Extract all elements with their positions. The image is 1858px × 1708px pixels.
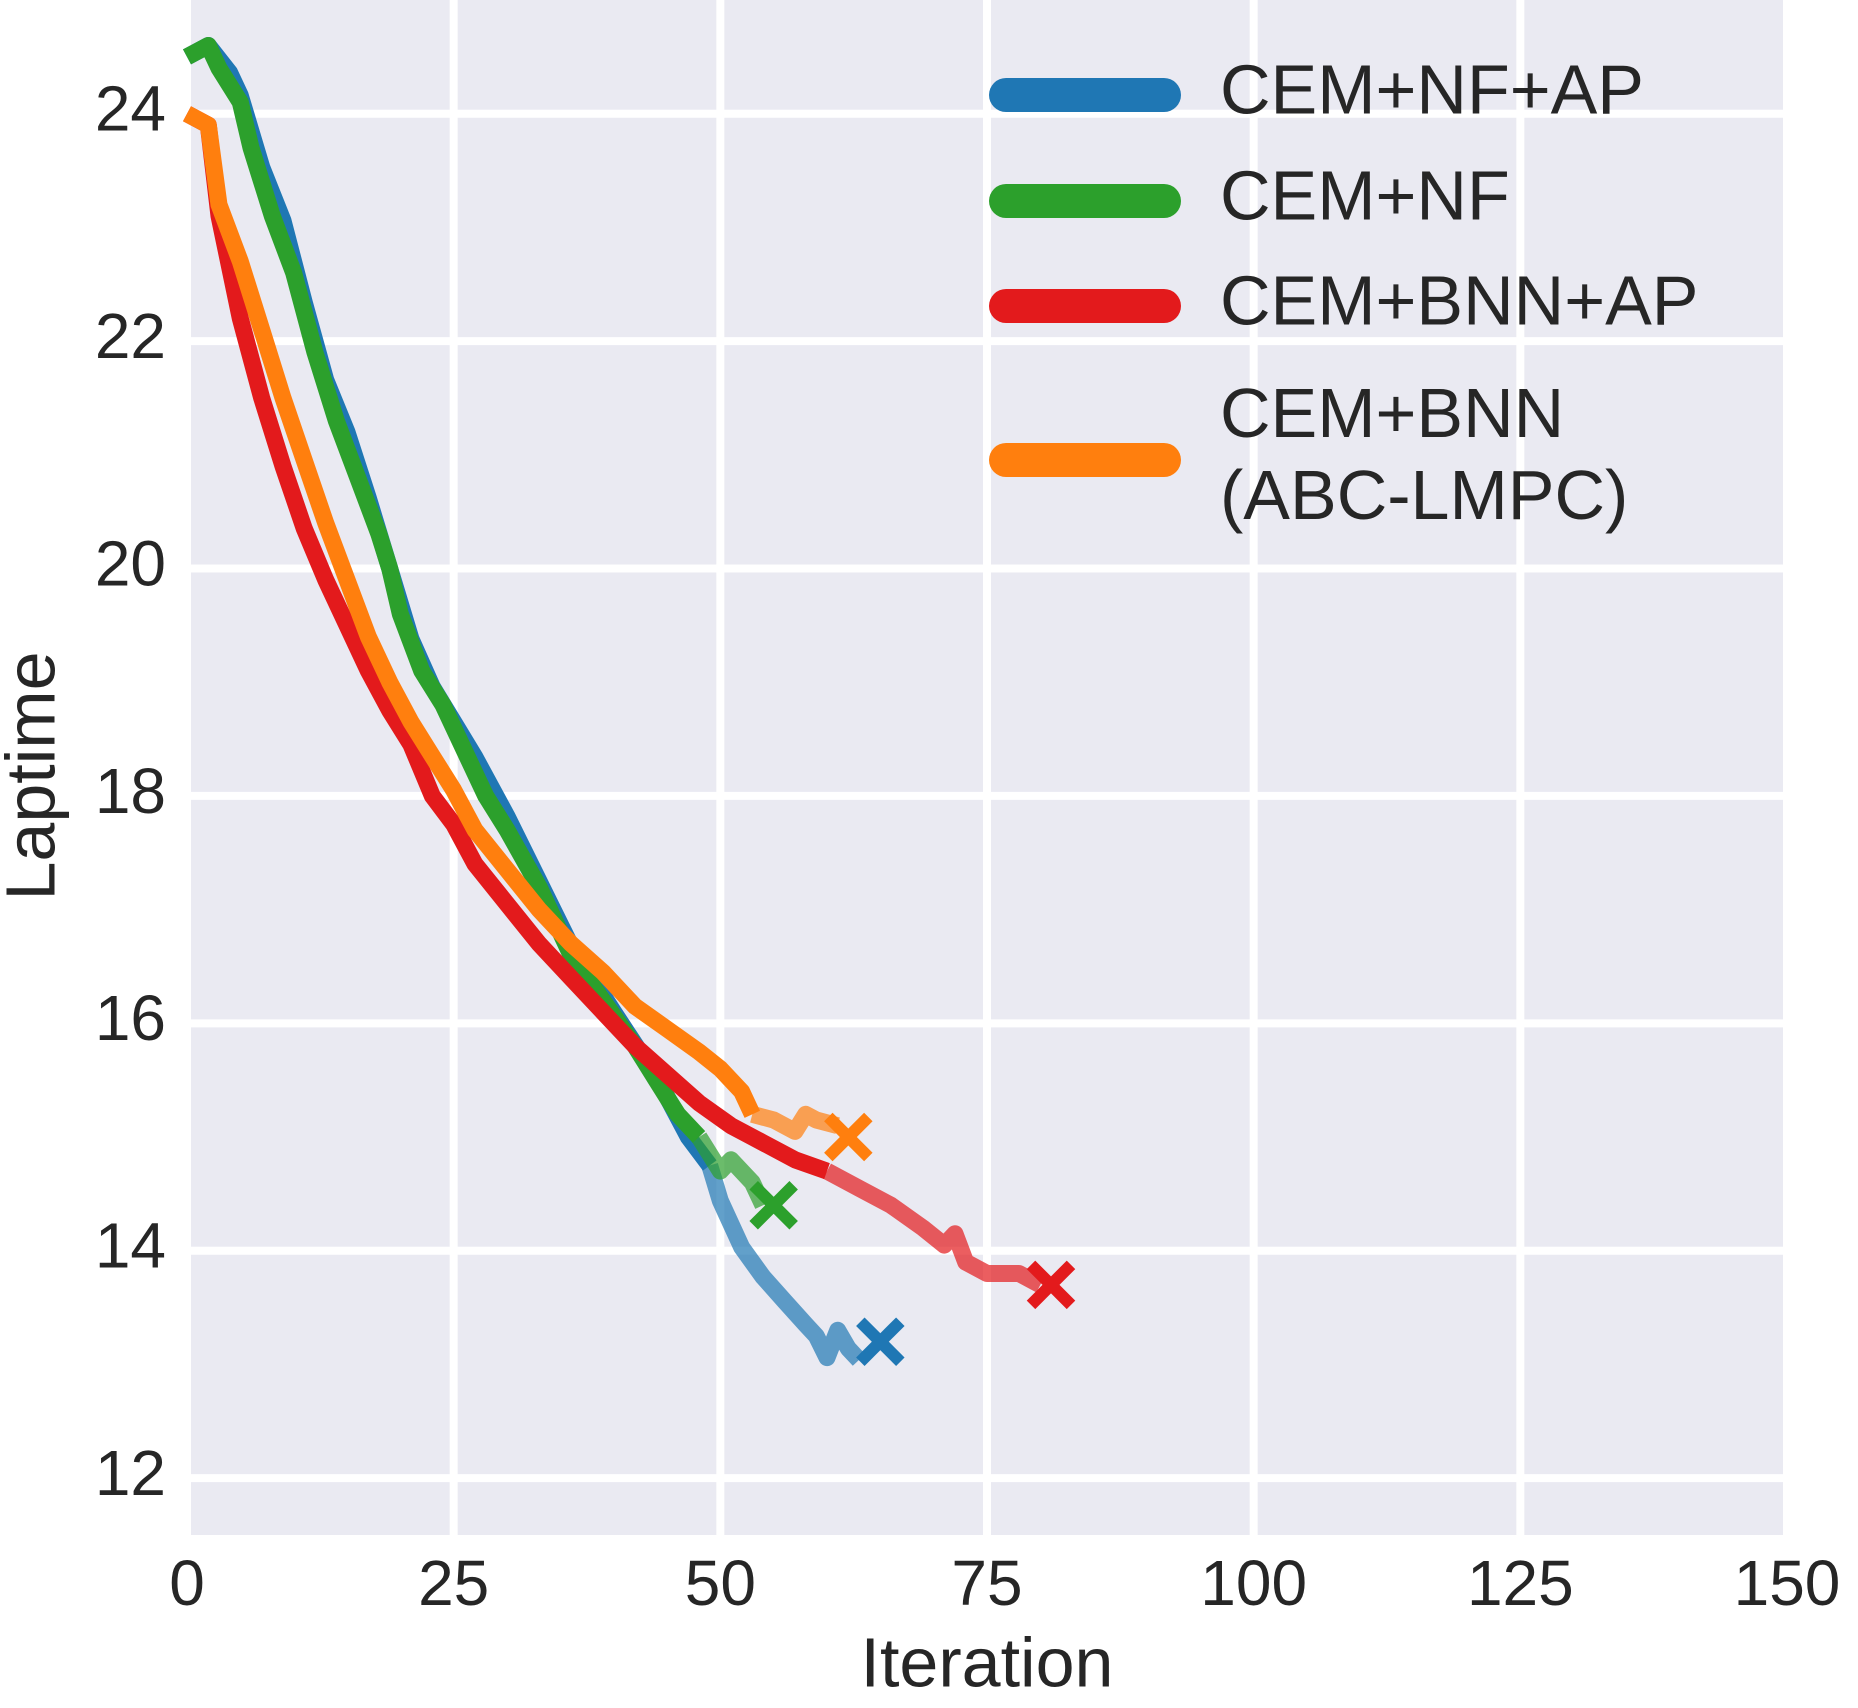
series-line-tail — [701, 1163, 866, 1367]
legend-label: CEM+NF+AP — [1220, 50, 1644, 128]
y-tick-label: 24 — [95, 73, 166, 145]
end-marker — [856, 1317, 905, 1366]
marker-stroke — [749, 1181, 798, 1230]
y-tick-label: 12 — [95, 1437, 166, 1509]
end-marker — [824, 1112, 873, 1162]
x-axis-label: Iteration — [861, 1623, 1114, 1701]
end-marker — [1026, 1260, 1076, 1310]
y-tick-label: 20 — [95, 527, 166, 599]
y-tick-label: 16 — [95, 982, 166, 1054]
legend-line: CEM+BNN — [1220, 374, 1564, 452]
lines — [182, 37, 1076, 1367]
x-tick-label: 25 — [418, 1547, 489, 1619]
series-line-tail — [750, 1105, 840, 1140]
end-marker — [749, 1181, 798, 1230]
marker-stroke — [824, 1112, 873, 1162]
x-tick-label: 100 — [1200, 1547, 1307, 1619]
y-tick-label: 14 — [95, 1210, 166, 1282]
legend: CEM+NF+AP CEM+NF CEM+BNN+AP CEM+BNN (ABC-LMP… — [989, 50, 1698, 534]
legend-label: CEM+BNN+AP — [1220, 261, 1698, 339]
legend-label: CEM+BNN (ABC-LMPC) — [1220, 374, 1628, 534]
x-tick-label: 150 — [1734, 1547, 1841, 1619]
y-tick-label: 18 — [95, 755, 166, 827]
series-line — [182, 106, 830, 1180]
x-tick-label: 125 — [1467, 1547, 1574, 1619]
marker-stroke — [1026, 1260, 1076, 1310]
series-line — [182, 106, 761, 1118]
legend-label: CEM+NF — [1220, 156, 1510, 234]
legend-line: (ABC-LMPC) — [1220, 456, 1628, 534]
y-tick-label: 22 — [95, 300, 166, 372]
y-axis-label: Laptime — [0, 651, 69, 900]
series-line-tail — [822, 1163, 1045, 1293]
x-tick-label: 75 — [951, 1547, 1022, 1619]
marker-stroke — [856, 1317, 905, 1366]
x-tick-label: 0 — [169, 1547, 205, 1619]
x-tick-label: 50 — [685, 1547, 756, 1619]
